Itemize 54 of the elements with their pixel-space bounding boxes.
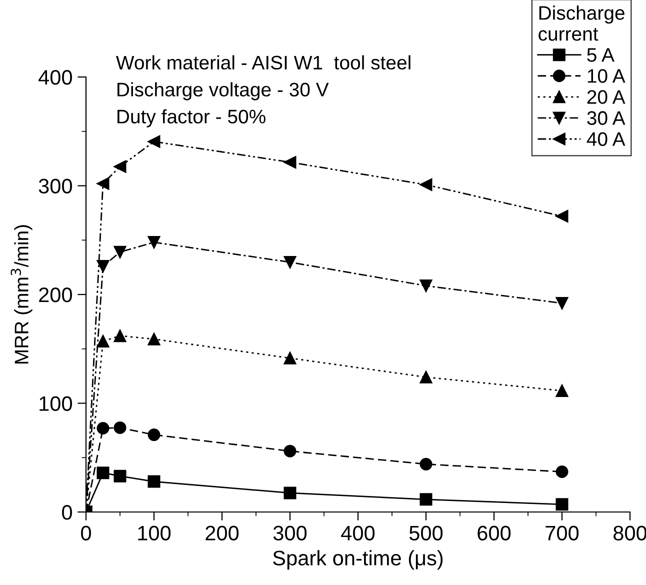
legend-label: 10 A bbox=[588, 69, 626, 83]
point bbox=[148, 475, 160, 488]
legend-label: 30 A bbox=[587, 111, 626, 125]
point bbox=[420, 493, 432, 506]
annotation: Duty factor - 50% bbox=[118, 109, 266, 128]
point bbox=[114, 246, 126, 258]
y-tick-label: 0 bbox=[62, 505, 72, 520]
point bbox=[148, 332, 160, 346]
point bbox=[148, 428, 160, 442]
x-tick-label: 100 bbox=[138, 526, 171, 540]
x-tick-label: 700 bbox=[546, 526, 579, 540]
y-tick-label: 100 bbox=[40, 396, 72, 412]
legend-label: 5 A bbox=[587, 48, 614, 62]
x-tick-label: 300 bbox=[273, 526, 307, 540]
point bbox=[420, 370, 432, 384]
point bbox=[96, 422, 110, 435]
point bbox=[96, 177, 110, 190]
point bbox=[284, 444, 296, 458]
y-tick-label: 200 bbox=[39, 288, 72, 302]
point bbox=[284, 156, 296, 169]
point bbox=[148, 135, 160, 148]
x-tick-label: 600 bbox=[478, 526, 511, 540]
point bbox=[114, 470, 126, 482]
legend-label: 40 A bbox=[586, 132, 626, 146]
point bbox=[284, 352, 296, 364]
x-tick-label: 500 bbox=[409, 526, 443, 540]
point bbox=[556, 498, 568, 511]
point bbox=[96, 260, 110, 272]
point bbox=[114, 421, 126, 434]
point bbox=[556, 466, 568, 478]
y-tick-label: 400 bbox=[38, 70, 72, 85]
point bbox=[420, 458, 432, 470]
x-tick-label: 0 bbox=[81, 526, 91, 540]
point bbox=[114, 160, 126, 173]
point bbox=[556, 210, 568, 222]
point bbox=[420, 178, 432, 191]
point bbox=[556, 384, 568, 397]
point bbox=[148, 236, 160, 249]
legend-label: 20 A bbox=[587, 90, 626, 104]
annotation: Discharge voltage - 30 V bbox=[118, 82, 329, 100]
x-tick-label: 200 bbox=[206, 526, 239, 540]
point bbox=[284, 486, 296, 500]
x-axis-title: Spark on-time (μs) bbox=[273, 550, 443, 570]
point bbox=[96, 335, 110, 348]
point bbox=[96, 466, 110, 480]
text: Work material - AISI W1 tool steel bbox=[116, 55, 410, 70]
point bbox=[420, 280, 432, 292]
point bbox=[284, 256, 296, 268]
legend-title: Discharge current bbox=[538, 6, 624, 41]
y-tick-label: 300 bbox=[38, 178, 72, 194]
x-tick-label: 400 bbox=[341, 526, 375, 540]
point bbox=[114, 330, 126, 342]
point bbox=[556, 296, 568, 310]
y-axis-title: MRR (mm$^{3}$/min) bbox=[10, 225, 32, 364]
